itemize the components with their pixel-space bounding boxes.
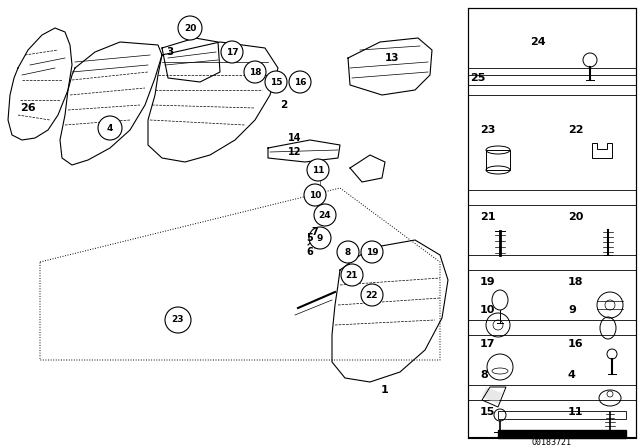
Text: 8: 8 bbox=[345, 247, 351, 257]
Text: 18: 18 bbox=[249, 68, 261, 77]
Text: 15: 15 bbox=[269, 78, 282, 86]
Text: 22: 22 bbox=[568, 125, 584, 135]
Circle shape bbox=[289, 71, 311, 93]
Text: 20: 20 bbox=[184, 23, 196, 33]
Text: 4: 4 bbox=[107, 124, 113, 133]
Text: 8: 8 bbox=[480, 370, 488, 380]
Text: 3: 3 bbox=[166, 47, 173, 57]
Circle shape bbox=[314, 204, 336, 226]
Text: 18: 18 bbox=[568, 277, 584, 287]
Text: 17: 17 bbox=[226, 47, 238, 56]
Text: 9: 9 bbox=[568, 305, 576, 315]
Text: 19: 19 bbox=[480, 277, 495, 287]
Circle shape bbox=[178, 16, 202, 40]
Text: 21: 21 bbox=[346, 271, 358, 280]
Text: 16: 16 bbox=[568, 339, 584, 349]
Text: 7: 7 bbox=[311, 227, 318, 237]
Bar bbox=[468, 8, 636, 438]
Text: 24: 24 bbox=[531, 37, 546, 47]
Circle shape bbox=[265, 71, 287, 93]
Text: 26: 26 bbox=[20, 103, 36, 113]
Text: 15: 15 bbox=[480, 407, 495, 417]
Text: 11: 11 bbox=[312, 165, 324, 175]
Circle shape bbox=[361, 241, 383, 263]
Circle shape bbox=[304, 184, 326, 206]
Text: 5: 5 bbox=[307, 233, 314, 243]
Text: 25: 25 bbox=[470, 73, 485, 83]
Text: 1: 1 bbox=[381, 385, 389, 395]
Circle shape bbox=[244, 61, 266, 83]
Polygon shape bbox=[498, 430, 626, 438]
Circle shape bbox=[361, 284, 383, 306]
Circle shape bbox=[337, 241, 359, 263]
Text: 14: 14 bbox=[288, 133, 301, 143]
Text: 17: 17 bbox=[480, 339, 495, 349]
Text: 24: 24 bbox=[319, 211, 332, 220]
Text: 21: 21 bbox=[480, 212, 495, 222]
Text: 9: 9 bbox=[317, 233, 323, 242]
Text: 4: 4 bbox=[568, 370, 576, 380]
Text: 12: 12 bbox=[288, 147, 301, 157]
Text: 20: 20 bbox=[568, 212, 584, 222]
Circle shape bbox=[341, 264, 363, 286]
Text: O0183721: O0183721 bbox=[532, 438, 572, 447]
Text: 10: 10 bbox=[309, 190, 321, 199]
Text: 13: 13 bbox=[385, 53, 399, 63]
Text: 23: 23 bbox=[480, 125, 495, 135]
Circle shape bbox=[307, 159, 329, 181]
Text: 11: 11 bbox=[568, 407, 584, 417]
Text: 19: 19 bbox=[365, 247, 378, 257]
Text: 2: 2 bbox=[280, 100, 287, 110]
Text: 23: 23 bbox=[172, 315, 184, 324]
Circle shape bbox=[98, 116, 122, 140]
Text: 22: 22 bbox=[365, 290, 378, 300]
Text: 6: 6 bbox=[307, 247, 314, 257]
Polygon shape bbox=[482, 387, 502, 404]
Text: 16: 16 bbox=[294, 78, 307, 86]
Circle shape bbox=[309, 227, 331, 249]
Circle shape bbox=[221, 41, 243, 63]
Text: 10: 10 bbox=[480, 305, 495, 315]
Circle shape bbox=[165, 307, 191, 333]
